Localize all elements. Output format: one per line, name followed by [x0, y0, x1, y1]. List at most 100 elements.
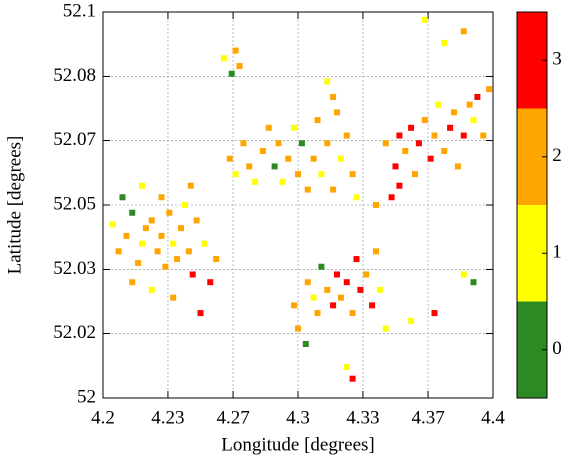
cell — [187, 182, 194, 189]
x-tick-label: 4.37 — [411, 407, 444, 428]
cell — [271, 163, 278, 170]
cell — [119, 194, 126, 201]
cell — [193, 217, 200, 224]
cell — [318, 263, 325, 270]
cell — [154, 248, 161, 255]
y-tick-label: 52.02 — [53, 322, 96, 343]
cell — [259, 147, 266, 154]
cell — [109, 221, 116, 228]
x-tick-label: 4.3 — [286, 407, 310, 428]
cell — [252, 178, 259, 185]
cell — [330, 302, 337, 309]
cell — [396, 182, 403, 189]
cell — [318, 171, 325, 178]
cell — [392, 163, 399, 170]
cell — [310, 294, 317, 301]
cell — [353, 256, 360, 263]
cell — [382, 140, 389, 147]
colorbar-tick-label: 3 — [552, 49, 562, 70]
x-axis-label: Longitude [degrees] — [221, 434, 375, 455]
cell — [314, 117, 321, 124]
cell — [228, 70, 235, 77]
cell — [330, 186, 337, 193]
cell — [470, 279, 477, 286]
x-tick-label: 4.4 — [481, 407, 505, 428]
cell — [343, 364, 350, 371]
cell — [474, 93, 481, 100]
cell — [363, 271, 370, 278]
cell — [148, 217, 155, 224]
cell — [486, 86, 493, 93]
cell — [460, 132, 467, 139]
cell — [142, 225, 149, 232]
cell — [174, 256, 181, 263]
cell — [178, 225, 184, 232]
cell — [334, 109, 340, 116]
cell — [408, 124, 415, 131]
y-tick-label: 52.03 — [53, 258, 96, 279]
y-tick-label: 52.05 — [53, 193, 96, 214]
y-tick-label: 52.07 — [53, 129, 96, 150]
cell — [373, 202, 379, 208]
cell — [349, 375, 356, 382]
cell — [431, 310, 438, 317]
cell — [441, 39, 448, 46]
x-tick-label: 4.27 — [216, 407, 249, 428]
cell — [236, 63, 243, 70]
cell — [343, 132, 350, 139]
cell — [415, 140, 422, 147]
cell — [334, 271, 340, 278]
cell — [213, 256, 220, 263]
cell — [314, 310, 321, 317]
cell — [431, 132, 438, 139]
cell — [232, 47, 239, 54]
cell — [343, 279, 350, 286]
cell — [402, 147, 409, 154]
cell — [285, 155, 292, 162]
x-tick-label: 4.2 — [91, 407, 115, 428]
cell — [158, 194, 165, 201]
cell — [304, 279, 311, 286]
colorbar-tick-label: 2 — [552, 145, 562, 166]
cell — [396, 132, 403, 139]
cell — [207, 279, 214, 286]
cell — [226, 155, 233, 162]
cell — [232, 171, 239, 178]
cell — [454, 163, 461, 170]
cell — [324, 78, 331, 85]
cell — [166, 209, 173, 216]
cell — [408, 317, 415, 324]
cell — [447, 124, 454, 131]
cell — [373, 248, 379, 255]
cell — [470, 117, 477, 124]
cell — [135, 259, 142, 266]
cell — [435, 101, 442, 108]
cell — [302, 340, 309, 347]
cell — [466, 101, 473, 108]
cell — [123, 232, 130, 239]
cell — [388, 194, 395, 201]
cell — [376, 286, 383, 293]
cell — [291, 302, 298, 309]
cell — [460, 271, 467, 278]
cell — [139, 240, 145, 247]
cell — [275, 140, 282, 147]
cell — [129, 209, 136, 216]
cell — [337, 155, 344, 162]
x-tick-label: 4.23 — [151, 407, 184, 428]
y-tick-label: 52.08 — [53, 65, 96, 86]
cell — [148, 286, 155, 293]
cell — [189, 271, 196, 278]
cell — [181, 202, 188, 208]
cell — [291, 124, 298, 131]
cell — [265, 124, 272, 131]
cell — [349, 171, 356, 178]
cell — [162, 263, 169, 270]
cell — [349, 310, 356, 317]
cell — [158, 232, 165, 239]
cell — [129, 279, 136, 286]
cell — [310, 155, 317, 162]
cell — [304, 186, 311, 193]
cell — [357, 286, 364, 293]
